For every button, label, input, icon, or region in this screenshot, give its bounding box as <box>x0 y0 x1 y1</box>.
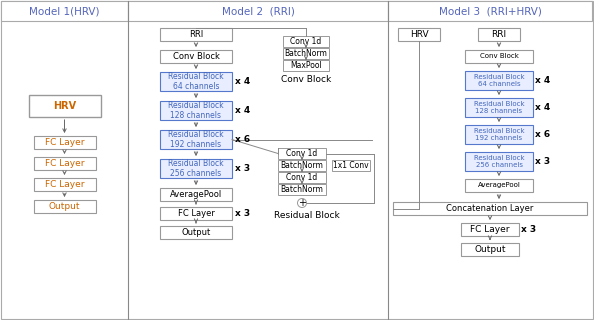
Text: x 3: x 3 <box>522 225 536 234</box>
Bar <box>160 50 232 63</box>
Bar <box>465 125 533 144</box>
Bar <box>465 152 533 171</box>
Bar <box>33 200 96 213</box>
Bar <box>398 28 440 41</box>
Text: Residual Block: Residual Block <box>274 211 340 220</box>
Text: x 4: x 4 <box>235 77 251 86</box>
Text: Residual Block
64 channels: Residual Block 64 channels <box>473 74 525 87</box>
Bar <box>461 243 519 256</box>
Text: x 3: x 3 <box>535 157 551 166</box>
Text: HRV: HRV <box>53 101 76 111</box>
Text: Conv 1d: Conv 1d <box>286 149 318 158</box>
Text: AveragePool: AveragePool <box>170 190 222 199</box>
Text: Output: Output <box>181 228 211 237</box>
Text: Conv Block: Conv Block <box>281 75 331 84</box>
Bar <box>160 130 232 149</box>
Bar <box>465 98 533 117</box>
Text: AveragePool: AveragePool <box>478 182 520 188</box>
Bar <box>33 178 96 191</box>
Text: RRI: RRI <box>189 30 203 39</box>
Bar <box>465 50 533 63</box>
Text: Model 3  (RRI+HRV): Model 3 (RRI+HRV) <box>438 6 542 16</box>
Text: 1x1 Conv: 1x1 Conv <box>333 161 369 170</box>
Text: Residual Block
256 channels: Residual Block 256 channels <box>168 159 224 178</box>
Bar <box>160 188 232 201</box>
Text: Residual Block
192 channels: Residual Block 192 channels <box>473 128 525 141</box>
Text: Conv 1d: Conv 1d <box>286 173 318 182</box>
Bar <box>283 36 329 47</box>
Bar <box>160 159 232 178</box>
Text: HRV: HRV <box>410 30 428 39</box>
Text: Conv 1d: Conv 1d <box>290 37 321 46</box>
Bar <box>1 1 128 21</box>
Text: x 3: x 3 <box>235 209 251 218</box>
Bar <box>29 95 100 117</box>
Text: Residual Block
256 channels: Residual Block 256 channels <box>473 155 525 168</box>
Text: RRI: RRI <box>491 30 507 39</box>
Text: FC Layer: FC Layer <box>45 180 84 189</box>
Text: Model 2  (RRI): Model 2 (RRI) <box>222 6 295 16</box>
Circle shape <box>298 198 307 207</box>
Text: Residual Block
64 channels: Residual Block 64 channels <box>168 72 224 91</box>
Bar <box>160 28 232 41</box>
Bar <box>128 1 388 21</box>
Text: MaxPool: MaxPool <box>290 61 322 70</box>
Text: FC Layer: FC Layer <box>470 225 510 234</box>
Bar <box>278 160 326 171</box>
Text: FC Layer: FC Layer <box>178 209 214 218</box>
Text: x 6: x 6 <box>535 130 551 139</box>
Text: Conv Block: Conv Block <box>173 52 219 61</box>
Bar <box>160 207 232 220</box>
Text: FC Layer: FC Layer <box>45 159 84 168</box>
Text: BatchNorm: BatchNorm <box>285 49 327 58</box>
Bar <box>283 48 329 59</box>
Text: Residual Block
128 channels: Residual Block 128 channels <box>168 101 224 120</box>
Bar <box>465 71 533 90</box>
Text: x 4: x 4 <box>535 76 551 85</box>
Text: BatchNorm: BatchNorm <box>280 185 324 194</box>
Bar <box>33 136 96 149</box>
Bar <box>465 179 533 192</box>
Bar <box>478 28 520 41</box>
Text: Output: Output <box>474 245 505 254</box>
Bar <box>283 60 329 71</box>
Text: Model 1(HRV): Model 1(HRV) <box>29 6 100 16</box>
Text: Conv Block: Conv Block <box>479 53 519 60</box>
Text: Output: Output <box>49 202 80 211</box>
Bar <box>160 226 232 239</box>
Bar <box>33 157 96 170</box>
Bar <box>160 101 232 120</box>
Bar <box>388 1 592 21</box>
Bar <box>160 72 232 91</box>
Text: +: + <box>298 198 306 208</box>
Text: x 3: x 3 <box>235 164 251 173</box>
Bar <box>332 160 370 171</box>
Text: Residual Block
128 channels: Residual Block 128 channels <box>473 101 525 114</box>
Bar <box>278 184 326 195</box>
Text: Residual Block
192 channels: Residual Block 192 channels <box>168 130 224 149</box>
Bar <box>278 148 326 159</box>
Text: x 4: x 4 <box>535 103 551 112</box>
Text: FC Layer: FC Layer <box>45 138 84 147</box>
Bar <box>278 172 326 183</box>
Text: x 6: x 6 <box>235 135 251 144</box>
Text: Concatenation Layer: Concatenation Layer <box>446 204 533 213</box>
Text: BatchNorm: BatchNorm <box>280 161 324 170</box>
Bar <box>461 223 519 236</box>
Bar <box>393 202 587 215</box>
Text: x 4: x 4 <box>235 106 251 115</box>
